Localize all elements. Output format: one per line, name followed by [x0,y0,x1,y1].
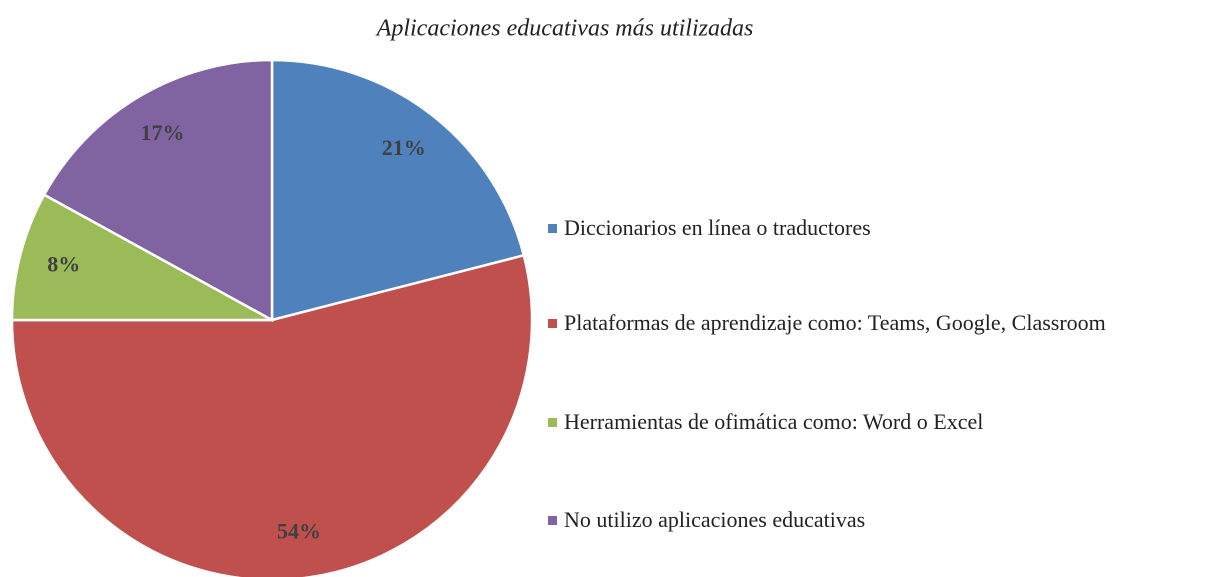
legend-swatch [548,418,557,427]
chart-title: Aplicaciones educativas más utilizadas [375,16,754,42]
legend-item: Diccionarios en línea o traductores [548,212,871,244]
data-label: 8% [47,252,80,277]
pie-slice [270,58,526,322]
legend-swatch [548,516,557,525]
legend-label: Plataformas de aprendizaje como: Teams, … [564,310,1106,335]
pie-slice [10,253,534,577]
legend-swatch [548,224,557,233]
data-label: 54% [277,518,321,543]
legend-item: Herramientas de ofimática como: Word o E… [548,406,983,438]
data-label: 17% [141,120,185,145]
legend-item: Plataformas de aprendizaje como: Teams, … [548,307,1106,339]
pie-slice [10,193,273,322]
legend-swatch [548,319,557,328]
legend-label: No utilizo aplicaciones educativas [564,507,866,532]
legend-label: Herramientas de ofimática como: Word o E… [564,409,984,434]
pie-slice [42,58,274,323]
data-label: 21% [382,135,426,160]
legend-item: No utilizo aplicaciones educativas [548,504,865,536]
legend-label: Diccionarios en línea o traductores [564,215,871,240]
